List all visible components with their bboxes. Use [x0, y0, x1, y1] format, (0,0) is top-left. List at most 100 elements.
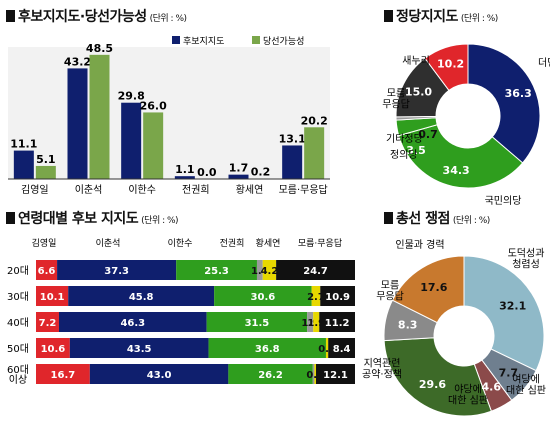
segment-value-label: 10.6: [41, 344, 66, 355]
bar-win-5: [304, 127, 325, 179]
slice-value-label: 4.6: [481, 381, 501, 394]
series-header-label: 황세연: [256, 238, 281, 249]
slice-label: 야당에 대한 심판: [448, 384, 488, 407]
series-header-label: 김영일: [32, 237, 57, 249]
segment-value-label: 36.8: [255, 344, 280, 355]
segment-value-label: 7.2: [39, 318, 57, 329]
legend-swatch: [172, 36, 180, 44]
slice-label: 모름 무응답: [382, 88, 410, 111]
issue-slice-0: [463, 255, 545, 372]
category-label: 이춘석: [75, 184, 103, 196]
segment-4-3: [312, 364, 315, 384]
slice-value-label: 36.3: [505, 87, 532, 100]
segment-1-5: [320, 286, 355, 306]
bar-support-2: [121, 102, 142, 179]
slice-label: 국민의당: [485, 195, 522, 207]
bar-value-label: 0.0: [197, 166, 217, 179]
bar-chart-title-text: 후보지지도·당선가능성: [18, 9, 147, 25]
segment-value-label: 24.7: [303, 266, 328, 277]
row-label: 50대: [7, 343, 29, 355]
series-header-label: 모름·무응답: [298, 237, 342, 249]
slice-label: 더민주: [538, 57, 550, 69]
age-chart-title-text: 연령대별 후보 지지도: [18, 211, 139, 227]
segment-value-label: 25.3: [204, 266, 229, 277]
party-donut-title-text: 정당지지도: [396, 9, 458, 25]
series-header-label: 이춘석: [96, 238, 121, 249]
segment-value-label: 1.9: [301, 318, 319, 329]
segment-value-label: 1.9: [307, 318, 325, 329]
segment-3-0: [36, 338, 70, 358]
party-slice-5: [424, 43, 469, 92]
bar-win-0: [35, 165, 56, 179]
title-square-icon: [384, 212, 393, 224]
segment-value-label: 46.3: [120, 318, 145, 329]
segment-4-4: [314, 364, 317, 384]
segment-value-label: 1.8: [251, 266, 269, 277]
segment-3-1: [69, 338, 209, 358]
segment-2-5: [319, 312, 355, 332]
bar-support-0: [13, 150, 34, 179]
party-donut-unit: (단위 : %): [460, 14, 498, 24]
category-label: 황세연: [236, 184, 264, 196]
segment-4-2: [228, 364, 313, 384]
segment-value-label: 2.7: [307, 292, 325, 303]
bar-win-1: [89, 54, 110, 180]
segment-3-5: [328, 338, 355, 358]
segment-value-label: 10.1: [40, 292, 65, 303]
slice-label: 인물과 경력: [395, 238, 444, 251]
row-label: 30대: [7, 291, 29, 303]
segment-value-label: 43.5: [127, 344, 152, 355]
candidate-bar-chart: 11.1 5.1 김영일 43.248.5 이춘석 29.826.0 이한수 1.1 0.0 전권…: [8, 36, 330, 196]
party-slice-0: [467, 43, 541, 164]
segment-value-label: 10.9: [325, 292, 350, 303]
slice-value-label: 34.3: [443, 164, 470, 177]
slice-value-label: 29.6: [419, 378, 446, 391]
party-donut-title: 정당지지도 (단위 : %): [384, 6, 498, 26]
slice-value-label: 8.3: [398, 318, 418, 331]
bar-value-label: 0.2: [251, 165, 271, 178]
category-label: 모름·무응답: [279, 184, 328, 196]
segment-0-1: [57, 260, 177, 280]
segment-0-2: [176, 260, 257, 280]
segment-value-label: 31.5: [245, 318, 270, 329]
plot-background: [8, 47, 330, 179]
segment-value-label: 12.1: [323, 370, 348, 381]
segment-value-label: 16.7: [51, 370, 76, 381]
issue-donut-title-text: 총선 쟁점: [396, 211, 450, 227]
bar-chart-title: 후보지지도·당선가능성 (단위 : %): [6, 6, 187, 26]
segment-4-1: [89, 364, 229, 384]
bar-value-label: 48.5: [86, 42, 113, 55]
row-label: 40대: [7, 317, 29, 329]
party-donut-chart: 36.3 34.3 3.5 0.7 15.0 10.2 더민주국민의당 정의당 기타정당 모름무응…: [382, 43, 550, 207]
issue-donut-unit: (단위 : %): [452, 216, 490, 226]
bar-value-label: 29.8: [118, 90, 145, 103]
segment-value-label: 6.6: [38, 266, 56, 277]
series-header-label: 전권희: [220, 237, 245, 249]
segment-1-1: [68, 286, 215, 306]
issue-slice-3: [383, 337, 493, 417]
slice-value-label: 10.2: [437, 58, 464, 71]
segment-value-label: 0.7: [318, 344, 336, 355]
segment-2-0: [36, 312, 59, 332]
slice-value-label: 7.7: [499, 367, 519, 380]
category-label: 이한수: [128, 184, 156, 196]
segment-value-label: 4.2: [261, 266, 279, 277]
slice-value-label: 17.6: [420, 281, 447, 294]
series-header-label: 이한수: [168, 238, 193, 249]
segment-value-label: 11.2: [325, 318, 350, 329]
segment-0-5: [276, 260, 355, 280]
category-label: 전권희: [182, 184, 210, 196]
segment-value-label: 0.5: [306, 370, 324, 381]
segment-value-label: 37.3: [104, 266, 129, 277]
title-square-icon: [6, 212, 15, 224]
segment-value-label: 8.4: [333, 344, 351, 355]
age-chart-unit: (단위 : %): [141, 216, 179, 226]
bar-value-label: 13.1: [279, 132, 306, 145]
slice-label: 정의당: [390, 149, 418, 161]
slice-label: 모름 무응답: [376, 280, 404, 303]
bar-support-5: [282, 145, 303, 179]
row-label: 20대: [7, 265, 29, 277]
bar-support-3: [174, 176, 195, 179]
party-slice-1: [398, 124, 524, 189]
